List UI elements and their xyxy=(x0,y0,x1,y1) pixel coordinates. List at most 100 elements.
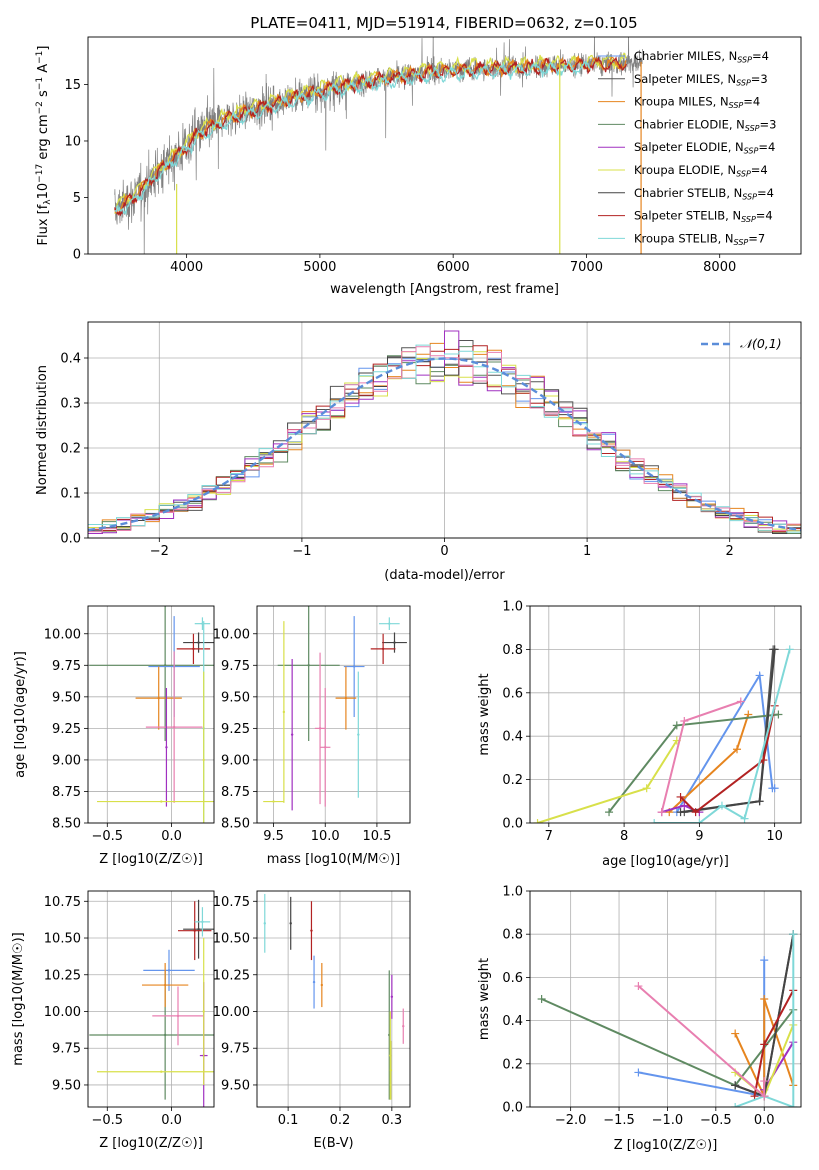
x-tick-label: 9.5 xyxy=(263,829,284,844)
x-tick-label: −1.0 xyxy=(652,1113,684,1128)
data-point xyxy=(197,928,200,931)
data-point xyxy=(402,1024,405,1028)
plus-marker xyxy=(760,995,769,1003)
data-point xyxy=(193,929,196,932)
weight-line-chab_miles xyxy=(638,960,766,1098)
y-tick-label: 0.0 xyxy=(502,1101,523,1116)
data-point xyxy=(390,995,394,998)
plus-marker xyxy=(680,801,689,810)
x-tick-label: −0.5 xyxy=(700,1113,732,1128)
figure-title: PLATE=0411, MJD=51914, FIBERID=0632, z=0… xyxy=(250,14,637,32)
y-tick-label: 0.0 xyxy=(502,817,523,832)
legend: 𝒩(0,1) xyxy=(701,336,782,351)
data-point xyxy=(157,696,160,700)
plot-area-age_vs_mass xyxy=(263,606,407,811)
y-tick-label: 0.6 xyxy=(502,971,523,986)
x-axis-label: wavelength [Angstrom, rest frame] xyxy=(330,282,559,297)
data-point xyxy=(290,733,294,736)
data-point xyxy=(381,647,385,651)
x-tick-label: 9 xyxy=(695,829,703,844)
residual-histogram-salp_stelib xyxy=(88,345,801,533)
y-tick-label: 0.8 xyxy=(502,643,523,658)
plus-marker xyxy=(634,1068,643,1077)
x-axis-label: Z [log10(Z/Z☉)] xyxy=(614,1138,718,1153)
x-axis-label: Z [log10(Z/Z☉)] xyxy=(99,852,203,867)
x-tick-label: 0.0 xyxy=(754,1113,775,1128)
plus-marker xyxy=(770,645,779,654)
data-point xyxy=(263,922,266,925)
y-tick-label: 9.75 xyxy=(221,1042,250,1057)
panel-weight_vs_age: 7 8 9 10 0.0 0.2 0.4 0.6 0.8 1.0 age [log10(age/yr… xyxy=(477,600,802,869)
y-tick-label: 9.50 xyxy=(52,690,81,705)
y-tick-label: 10.00 xyxy=(44,1005,81,1020)
x-tick-label: 0.0 xyxy=(161,1113,182,1128)
x-tick-label: 0.0 xyxy=(161,829,182,844)
plus-marker xyxy=(676,792,685,801)
data-point xyxy=(289,922,292,925)
panel-age_vs_mass: 9.5 10.0 10.5 8.50 8.75 9.00 9.25 9.50 9.75 10.00… xyxy=(213,605,411,867)
plus-marker xyxy=(760,1040,769,1049)
y-tick-label: 10.50 xyxy=(213,932,250,947)
y-tick-label: 10.25 xyxy=(213,968,250,983)
data-point xyxy=(318,727,322,730)
plus-marker xyxy=(740,814,749,823)
axes-frame xyxy=(87,890,215,1108)
plus-marker xyxy=(774,710,783,719)
weight-line-pink xyxy=(637,985,766,1099)
plus-marker xyxy=(605,808,614,817)
legend-label: Chabrier ELODIE, NSSP=3 xyxy=(634,117,776,133)
data-point xyxy=(324,746,327,749)
x-tick-label: 8 xyxy=(620,829,628,844)
model-spectrum-krou_stelib xyxy=(114,60,591,217)
plus-marker xyxy=(676,808,685,817)
residual-histogram-pink xyxy=(88,346,801,533)
data-point xyxy=(320,983,324,987)
x-axis-label: age [log10(age/yr)] xyxy=(602,854,729,869)
x-tick-label: 4000 xyxy=(170,260,203,275)
legend-label: Salpeter ELODIE, NSSP=4 xyxy=(634,140,775,156)
y-axis-label: Flux [fλ10−17 erg cm−2 s−1 A−1] xyxy=(35,46,53,246)
plus-marker xyxy=(650,819,659,823)
y-tick-label: 0.0 xyxy=(60,532,81,547)
data-point xyxy=(172,725,176,729)
x-tick-label: 2 xyxy=(726,544,734,559)
y-axis-label: mass [log10(M/M☉)] xyxy=(11,932,26,1065)
x-axis-label: E(B-V) xyxy=(313,1136,353,1151)
plus-marker xyxy=(736,697,745,706)
data-point xyxy=(160,1070,163,1073)
x-tick-label: −0.5 xyxy=(91,829,123,844)
data-point xyxy=(163,1033,167,1037)
plus-marker xyxy=(785,645,794,654)
panel-spectrum: 4000 5000 6000 7000 8000 0 5 10 15 wavelength [An… xyxy=(35,36,802,297)
y-tick-label: 15 xyxy=(64,78,81,93)
weight-line-salp_stelib xyxy=(679,705,776,814)
plus-marker xyxy=(760,1092,769,1101)
y-tick-label: 10.00 xyxy=(44,627,81,642)
x-tick-label: −2.0 xyxy=(555,1113,587,1128)
plot-area-residuals xyxy=(88,330,801,534)
data-point xyxy=(176,1014,180,1018)
legend-label: Kroupa STELIB, NSSP=7 xyxy=(634,231,765,247)
y-tick-label: 0.8 xyxy=(502,928,523,943)
y-tick-label: 0.2 xyxy=(60,442,81,457)
axes-frame xyxy=(256,890,411,1108)
legend-label: Kroupa ELODIE, NSSP=4 xyxy=(634,163,768,179)
y-tick-label: 8.50 xyxy=(221,817,250,832)
legend-label: Chabrier MILES, NSSP=4 xyxy=(634,49,769,65)
y-tick-label: 10.50 xyxy=(44,932,81,947)
data-point xyxy=(165,746,168,749)
plus-marker xyxy=(717,801,726,810)
y-tick-label: 1.0 xyxy=(502,885,523,900)
plot-area-weight_vs_Z xyxy=(537,930,798,1107)
y-tick-label: 0.4 xyxy=(502,730,523,745)
y-axis-label: age [log10(age/yr)] xyxy=(13,651,28,778)
y-tick-label: 0.6 xyxy=(502,686,523,701)
plot-area-spectrum xyxy=(114,37,643,254)
y-tick-label: 10.75 xyxy=(44,895,81,910)
x-tick-label: 6000 xyxy=(437,260,470,275)
y-tick-label: 0.2 xyxy=(502,1057,523,1072)
x-tick-label: 10.0 xyxy=(311,829,340,844)
x-axis-label: (data-model)/error xyxy=(384,568,505,583)
data-point xyxy=(282,710,286,714)
